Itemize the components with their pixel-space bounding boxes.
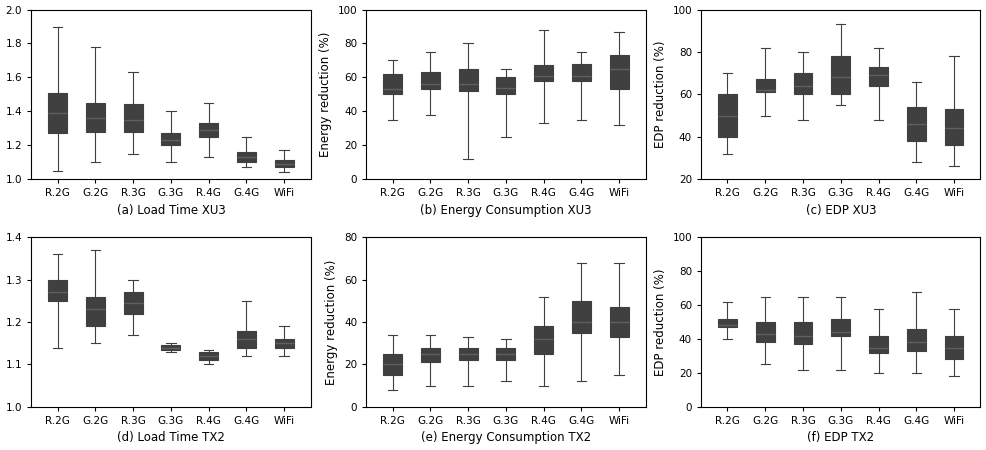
Y-axis label: EDP reduction (%): EDP reduction (%) [654,40,667,148]
PathPatch shape [237,152,255,162]
PathPatch shape [794,322,812,344]
PathPatch shape [496,77,516,94]
PathPatch shape [831,56,850,94]
PathPatch shape [869,336,888,353]
PathPatch shape [421,72,440,89]
PathPatch shape [275,161,294,167]
PathPatch shape [86,297,105,326]
PathPatch shape [384,354,402,375]
PathPatch shape [609,55,628,89]
PathPatch shape [48,93,67,133]
PathPatch shape [945,109,963,145]
PathPatch shape [86,103,105,131]
PathPatch shape [123,104,143,131]
PathPatch shape [496,347,516,360]
PathPatch shape [458,69,477,91]
PathPatch shape [794,73,812,94]
PathPatch shape [907,329,926,351]
PathPatch shape [199,352,218,360]
PathPatch shape [275,339,294,347]
Y-axis label: Energy reduction (%): Energy reduction (%) [318,32,332,157]
PathPatch shape [718,319,737,327]
PathPatch shape [756,322,775,342]
PathPatch shape [123,292,143,314]
PathPatch shape [869,67,888,86]
X-axis label: (d) Load Time TX2: (d) Load Time TX2 [117,432,225,445]
PathPatch shape [572,301,591,333]
PathPatch shape [831,319,850,336]
PathPatch shape [384,74,402,94]
PathPatch shape [572,64,591,81]
Y-axis label: EDP reduction (%): EDP reduction (%) [654,268,667,376]
PathPatch shape [162,346,180,350]
PathPatch shape [534,326,553,354]
PathPatch shape [199,123,218,137]
X-axis label: (b) Energy Consumption XU3: (b) Energy Consumption XU3 [420,204,592,216]
PathPatch shape [237,331,255,347]
X-axis label: (a) Load Time XU3: (a) Load Time XU3 [116,204,225,216]
PathPatch shape [458,347,477,360]
PathPatch shape [609,307,628,337]
PathPatch shape [421,347,440,362]
PathPatch shape [162,133,180,145]
X-axis label: (f) EDP TX2: (f) EDP TX2 [808,432,875,445]
PathPatch shape [534,66,553,81]
Y-axis label: Energy reduction (%): Energy reduction (%) [325,259,338,385]
PathPatch shape [718,94,737,137]
PathPatch shape [756,80,775,92]
PathPatch shape [48,280,67,301]
PathPatch shape [945,336,963,360]
X-axis label: (e) Energy Consumption TX2: (e) Energy Consumption TX2 [421,432,591,445]
PathPatch shape [907,107,926,141]
X-axis label: (c) EDP XU3: (c) EDP XU3 [806,204,876,216]
